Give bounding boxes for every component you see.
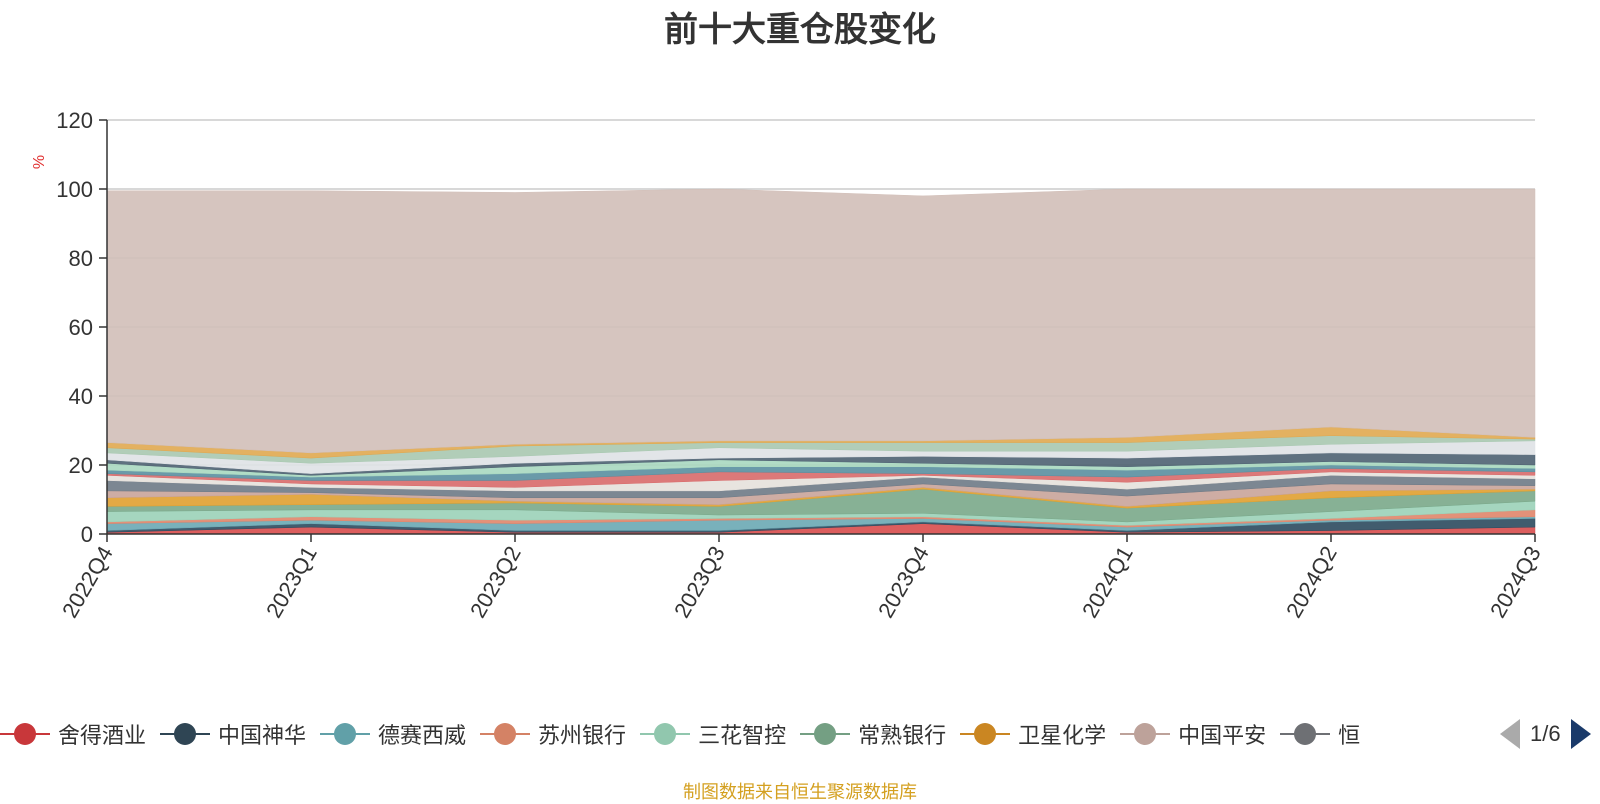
y-tick-label-2: 40 xyxy=(69,384,93,409)
legend-label: 苏州银行 xyxy=(538,723,627,748)
legend-label: 德赛西威 xyxy=(378,723,467,748)
legend-item[interactable]: 三花智控 xyxy=(640,712,786,756)
chart-title: 前十大重仓股变化 xyxy=(664,11,936,49)
legend-item[interactable]: 常熟银行 xyxy=(800,712,946,756)
legend-label: 恒 xyxy=(1338,723,1361,748)
legend-label: 舍得酒业 xyxy=(58,723,147,748)
legend-marker-icon xyxy=(160,719,211,749)
y-axis-unit-label: % xyxy=(31,155,48,169)
legend-label: 常熟银行 xyxy=(858,723,947,748)
x-tick-label-5: 2024Q1 xyxy=(1077,542,1138,622)
y-tick-label-5: 100 xyxy=(56,177,93,202)
legend-item[interactable]: 卫星化学 xyxy=(960,712,1106,756)
legend: 舍得酒业 中国神华 德赛西威 苏州银行 三花智控 常熟银行 卫星化学 中国平安 恒 xyxy=(0,712,1480,756)
legend-item[interactable]: 苏州银行 xyxy=(480,712,626,756)
legend-prev-page-button[interactable] xyxy=(1500,719,1520,749)
y-tick-label-1: 20 xyxy=(69,453,93,478)
x-tick-label-6: 2024Q2 xyxy=(1281,542,1342,622)
legend-marker-icon xyxy=(1120,719,1171,749)
legend-label: 中国神华 xyxy=(218,723,307,748)
legend-label: 卫星化学 xyxy=(1018,723,1107,748)
legend-label: 中国平安 xyxy=(1178,723,1267,748)
x-tick-label-2: 2023Q2 xyxy=(465,542,526,622)
legend-item[interactable]: 舍得酒业 xyxy=(0,712,146,756)
x-tick-label-4: 2023Q4 xyxy=(873,542,934,622)
legend-marker-icon xyxy=(0,719,50,749)
legend-item[interactable]: 中国神华 xyxy=(160,712,306,756)
legend-marker-icon xyxy=(480,719,531,749)
legend-item[interactable]: 德赛西威 xyxy=(320,712,466,756)
legend-marker-icon xyxy=(640,719,691,749)
legend-marker-icon xyxy=(960,719,1011,749)
y-tick-label-4: 80 xyxy=(69,246,93,271)
x-tick-label-7: 2024Q3 xyxy=(1485,542,1546,622)
area-series-17 xyxy=(106,188,1536,454)
area-layer xyxy=(106,188,1536,535)
y-tick-label-3: 60 xyxy=(69,315,93,340)
x-tick-label-0: 2022Q4 xyxy=(57,542,118,622)
y-tick-label-0: 0 xyxy=(81,522,93,547)
data-source-note: 制图数据来自恒生聚源数据库 xyxy=(683,782,917,802)
y-tick-label-6: 120 xyxy=(56,108,93,133)
legend-item[interactable]: 中国平安 xyxy=(1120,712,1266,756)
legend-marker-icon xyxy=(320,719,371,749)
legend-item[interactable]: 恒 xyxy=(1280,712,1360,756)
legend-marker-icon xyxy=(800,719,851,749)
x-tick-label-1: 2023Q1 xyxy=(261,542,322,622)
legend-pager: 1/6 xyxy=(1500,716,1591,752)
legend-marker-icon xyxy=(1280,719,1331,749)
x-tick-label-3: 2023Q3 xyxy=(669,542,730,622)
legend-label: 三花智控 xyxy=(698,723,787,748)
legend-page-indicator: 1/6 xyxy=(1530,721,1561,746)
legend-next-page-button[interactable] xyxy=(1570,719,1591,749)
